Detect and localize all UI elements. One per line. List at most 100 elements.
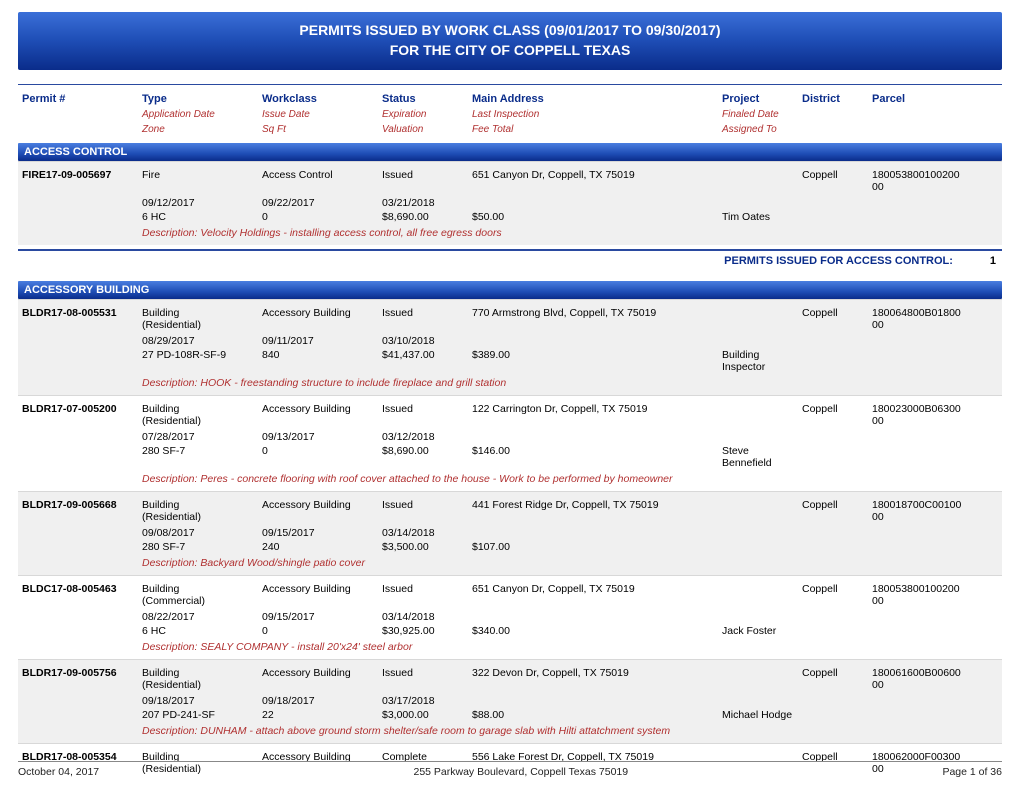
permit-type: Building(Commercial) — [138, 582, 258, 608]
hdr-workclass: Workclass — [258, 91, 378, 107]
permit-block: BLDR17-07-005200Building(Residential)Acc… — [18, 395, 1002, 491]
permit-type: Building(Residential) — [138, 666, 258, 692]
permit-district: Coppell — [798, 402, 868, 428]
fee-total: $50.00 — [468, 210, 718, 224]
valuation: $3,500.00 — [378, 540, 468, 554]
title-banner: PERMITS ISSUED BY WORK CLASS (09/01/2017… — [18, 12, 1002, 70]
finaled — [718, 334, 798, 348]
title-line1: PERMITS ISSUED BY WORK CLASS (09/01/2017… — [18, 22, 1002, 38]
sqft: 240 — [258, 540, 378, 554]
sqft: 0 — [258, 444, 378, 470]
permit-no: BLDR17-09-005756 — [18, 666, 138, 692]
valuation: $8,690.00 — [378, 210, 468, 224]
hdr-type: Type — [138, 91, 258, 107]
permit-workclass: Accessory Building — [258, 498, 378, 524]
finaled — [718, 430, 798, 444]
expiration: 03/10/2018 — [378, 334, 468, 348]
permit-type: Building(Residential) — [138, 498, 258, 524]
fee-total: $107.00 — [468, 540, 718, 554]
permit-dates-row: 08/22/201709/15/201703/14/2018 — [18, 610, 1002, 624]
permit-description: Description: Velocity Holdings - install… — [18, 224, 1002, 245]
expiration: 03/14/2018 — [378, 526, 468, 540]
permit-parcel: 180018700C0010000 — [868, 498, 978, 524]
hdr-valuation: Valuation — [378, 122, 468, 137]
permit-parcel: 18005380010020000 — [868, 582, 978, 608]
sqft: 0 — [258, 624, 378, 638]
permit-row: BLDR17-09-005756Building(Residential)Acc… — [18, 660, 1002, 694]
permit-zone-row: 280 SF-7240$3,500.00$107.00 — [18, 540, 1002, 554]
permit-project — [718, 666, 798, 692]
title-line2: FOR THE CITY OF COPPELL TEXAS — [18, 42, 1002, 58]
permit-type: Building(Residential) — [138, 306, 258, 332]
expiration: 03/14/2018 — [378, 610, 468, 624]
permit-workclass: Accessory Building — [258, 666, 378, 692]
zone: 6 HC — [138, 624, 258, 638]
permit-row: BLDC17-08-005463Building(Commercial)Acce… — [18, 576, 1002, 610]
permit-row: FIRE17-09-005697FireAccess ControlIssued… — [18, 162, 1002, 196]
permit-project — [718, 402, 798, 428]
permit-description: Description: DUNHAM - attach above groun… — [18, 722, 1002, 743]
section-header: ACCESSORY BUILDING — [18, 281, 1002, 299]
permit-district: Coppell — [798, 306, 868, 332]
hdr-issuedate: Issue Date — [258, 107, 378, 122]
app-date: 09/18/2017 — [138, 694, 258, 708]
column-header-row1: Permit # Type Workclass Status Main Addr… — [18, 91, 1002, 107]
fee-total: $389.00 — [468, 348, 718, 374]
footer-address: 255 Parkway Boulevard, Coppell Texas 750… — [413, 766, 628, 778]
assigned-to: Michael Hodge — [718, 708, 798, 722]
permit-project — [718, 168, 798, 194]
hdr-finaled: Finaled Date — [718, 107, 798, 122]
permit-parcel: 180061600B0060000 — [868, 666, 978, 692]
permit-zone-row: 207 PD-241-SF22$3,000.00$88.00Michael Ho… — [18, 708, 1002, 722]
hdr-district: District — [798, 91, 868, 107]
last-insp — [468, 430, 718, 444]
last-insp — [468, 694, 718, 708]
hdr-appdate: Application Date — [138, 107, 258, 122]
finaled — [718, 610, 798, 624]
summary-count: 1 — [956, 255, 996, 267]
permit-row: BLDR17-09-005668Building(Residential)Acc… — [18, 492, 1002, 526]
issue-date: 09/15/2017 — [258, 610, 378, 624]
assigned-to: Tim Oates — [718, 210, 798, 224]
permit-parcel: 18005380010020000 — [868, 168, 978, 194]
permit-address: 122 Carrington Dr, Coppell, TX 75019 — [468, 402, 718, 428]
zone: 207 PD-241-SF — [138, 708, 258, 722]
permit-description: Description: Backyard Wood/shingle patio… — [18, 554, 1002, 575]
finaled — [718, 694, 798, 708]
permit-address: 441 Forest Ridge Dr, Coppell, TX 75019 — [468, 498, 718, 524]
hdr-parcel: Parcel — [868, 91, 978, 107]
permit-status: Issued — [378, 168, 468, 194]
sqft: 840 — [258, 348, 378, 374]
permit-block: BLDR17-08-005531Building(Residential)Acc… — [18, 299, 1002, 395]
page-footer: October 04, 2017 255 Parkway Boulevard, … — [18, 761, 1002, 778]
valuation: $8,690.00 — [378, 444, 468, 470]
last-insp — [468, 196, 718, 210]
permit-dates-row: 09/18/201709/18/201703/17/2018 — [18, 694, 1002, 708]
permit-workclass: Accessory Building — [258, 402, 378, 428]
permit-zone-row: 280 SF-70$8,690.00$146.00Steve Bennefiel… — [18, 444, 1002, 470]
hdr-assigned: Assigned To — [718, 122, 798, 137]
permit-district: Coppell — [798, 666, 868, 692]
permit-district: Coppell — [798, 498, 868, 524]
permit-project — [718, 582, 798, 608]
zone: 280 SF-7 — [138, 540, 258, 554]
permit-no: BLDR17-08-005531 — [18, 306, 138, 332]
last-insp — [468, 526, 718, 540]
column-header-row2a: Application Date Issue Date Expiration L… — [18, 107, 1002, 122]
sqft: 22 — [258, 708, 378, 722]
permit-block: BLDR17-09-005756Building(Residential)Acc… — [18, 659, 1002, 743]
issue-date: 09/13/2017 — [258, 430, 378, 444]
valuation: $3,000.00 — [378, 708, 468, 722]
permit-status: Issued — [378, 402, 468, 428]
permit-district: Coppell — [798, 582, 868, 608]
permit-block: BLDC17-08-005463Building(Commercial)Acce… — [18, 575, 1002, 659]
expiration: 03/12/2018 — [378, 430, 468, 444]
issue-date: 09/22/2017 — [258, 196, 378, 210]
app-date: 07/28/2017 — [138, 430, 258, 444]
assigned-to: Jack Foster — [718, 624, 798, 638]
permit-no: BLDR17-09-005668 — [18, 498, 138, 524]
fee-total: $88.00 — [468, 708, 718, 722]
hdr-lastinsp: Last Inspection — [468, 107, 718, 122]
permit-project — [718, 498, 798, 524]
issue-date: 09/15/2017 — [258, 526, 378, 540]
